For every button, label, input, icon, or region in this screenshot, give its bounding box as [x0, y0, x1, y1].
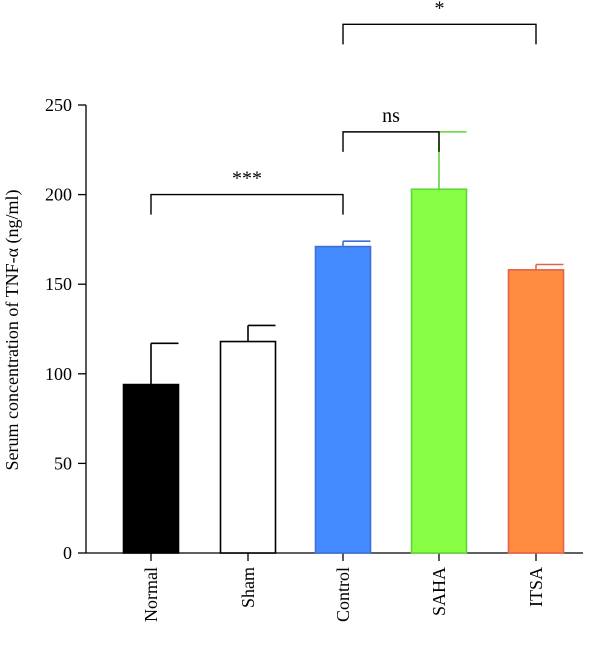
y-tick-label: 100: [45, 364, 72, 384]
x-tick-label-sham: Sham: [238, 567, 258, 608]
significance-label: ns: [382, 105, 400, 127]
x-tick-label-saha: SAHA: [429, 567, 449, 616]
chart-bars: [122, 131, 565, 554]
y-tick-label: 250: [45, 95, 72, 115]
significance-brackets: *** ns *: [150, 0, 537, 215]
bar-itsa: [507, 269, 565, 554]
significance-bracket: [150, 193, 344, 215]
x-tick-label-itsa: ITSA: [526, 567, 546, 607]
bar-sham: [219, 340, 277, 554]
bar-saha: [410, 188, 468, 554]
bar-control: [314, 245, 372, 554]
y-tick-label: 200: [45, 185, 72, 205]
significance-label: ***: [232, 168, 262, 190]
y-tick-label: 0: [63, 543, 72, 563]
y-tick-label: 150: [45, 274, 72, 294]
significance-bracket: [342, 131, 440, 152]
significance-label: *: [435, 0, 445, 19]
bar-normal: [122, 383, 180, 554]
x-tick-label-control: Control: [333, 567, 353, 622]
y-tick-label: 50: [54, 453, 72, 473]
x-tick-label-normal: Normal: [141, 567, 161, 622]
chart-axes: 0 50 100 150 200 250 Normal Sham Control SAHA ITSA: [45, 95, 583, 622]
y-axis-label: Serum concentration of TNF-α (ng/ml): [2, 189, 23, 470]
significance-bracket: [342, 23, 537, 45]
